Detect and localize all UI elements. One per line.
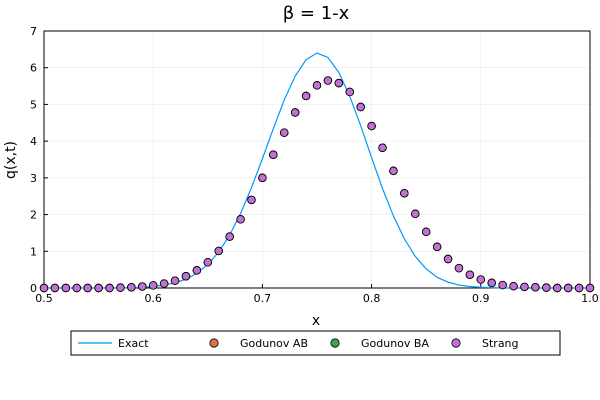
strang-point [236,215,245,224]
strang-point [400,189,409,198]
strang-point [345,87,354,97]
x-tick-label: 0.9 [472,292,490,305]
axis-ticks: 0.5 0.6 0.7 0.8 0.9 1.0 0 1 2 3 4 5 6 7 [30,25,599,305]
x-tick-label: 0.8 [363,292,381,305]
strang-point [334,78,344,88]
strang-series [39,76,595,293]
strang-point [432,242,442,252]
strang-point [465,270,475,279]
y-tick-label: 5 [30,98,37,111]
strang-point [192,266,202,275]
strang-point [531,283,540,292]
strang-point [50,283,60,293]
strang-point [105,283,114,293]
marker-series-layer [39,76,595,293]
x-tick-label: 0.5 [35,292,53,305]
strang-point [356,102,365,112]
strang-point [520,282,529,292]
strang-point [454,263,464,273]
strang-point [269,150,278,159]
y-tick-label: 7 [30,25,37,38]
legend-godunov-ab-swatch [209,338,219,348]
y-tick-label: 3 [30,172,37,185]
strang-point [542,283,551,292]
strang-point [72,283,81,293]
chart-title: β = 1-x [283,3,350,24]
strang-point [214,246,223,256]
strang-point [443,254,453,264]
x-tick-label: 0.6 [144,292,162,305]
legend-strang-swatch [451,338,461,348]
strang-point [498,280,507,290]
x-tick-label: 0.7 [254,292,272,305]
strang-point [312,81,322,90]
y-tick-label: 1 [30,245,37,258]
y-tick-label: 0 [30,282,37,295]
strang-point [509,281,518,291]
strang-point [138,282,147,291]
plot-area-frame [43,30,591,289]
legend: Exact Godunov AB Godunov BA Strang [70,330,561,356]
godunov-ba-series [39,76,595,293]
legend-godunov-ba-label: Godunov BA [361,337,429,350]
strang-point [389,166,398,176]
strang-point [170,276,180,285]
strang-point [247,195,256,205]
x-tick-label: 1.0 [581,292,599,305]
godunov-ab-series [39,76,595,293]
strang-point [563,283,573,293]
strang-point [61,283,71,293]
legend-strang-label: Strang [482,337,519,350]
strang-point [367,121,376,131]
strang-point [225,232,234,241]
strang-point [39,283,49,293]
strang-point [290,108,300,117]
strang-point [181,272,191,281]
strang-point [487,278,496,288]
strang-point [323,76,333,85]
x-axis-label: x [312,313,320,329]
legend-box [70,330,561,356]
strang-point [301,91,311,101]
strang-point [258,173,267,183]
strang-point [148,281,158,290]
strang-point [476,275,485,284]
legend-exact-label: Exact [118,337,149,350]
strang-point [411,209,420,219]
y-tick-label: 6 [30,62,37,75]
strang-point [280,128,289,137]
strang-point [159,279,169,288]
strang-point [203,258,212,267]
grid-lines [43,30,591,289]
strang-point [116,283,125,292]
y-tick-label: 4 [30,135,37,148]
strang-point [378,143,387,152]
y-axis-label: q(x,t) [3,141,19,179]
strang-point [574,283,584,293]
y-tick-label: 2 [30,209,37,222]
strang-point [422,227,431,237]
strang-point [83,283,92,293]
strang-point [553,283,562,293]
strang-point [585,283,595,293]
strang-point [127,283,136,292]
strang-point [94,283,103,293]
legend-godunov-ba-swatch [330,338,340,348]
legend-godunov-ab-label: Godunov AB [240,337,308,350]
